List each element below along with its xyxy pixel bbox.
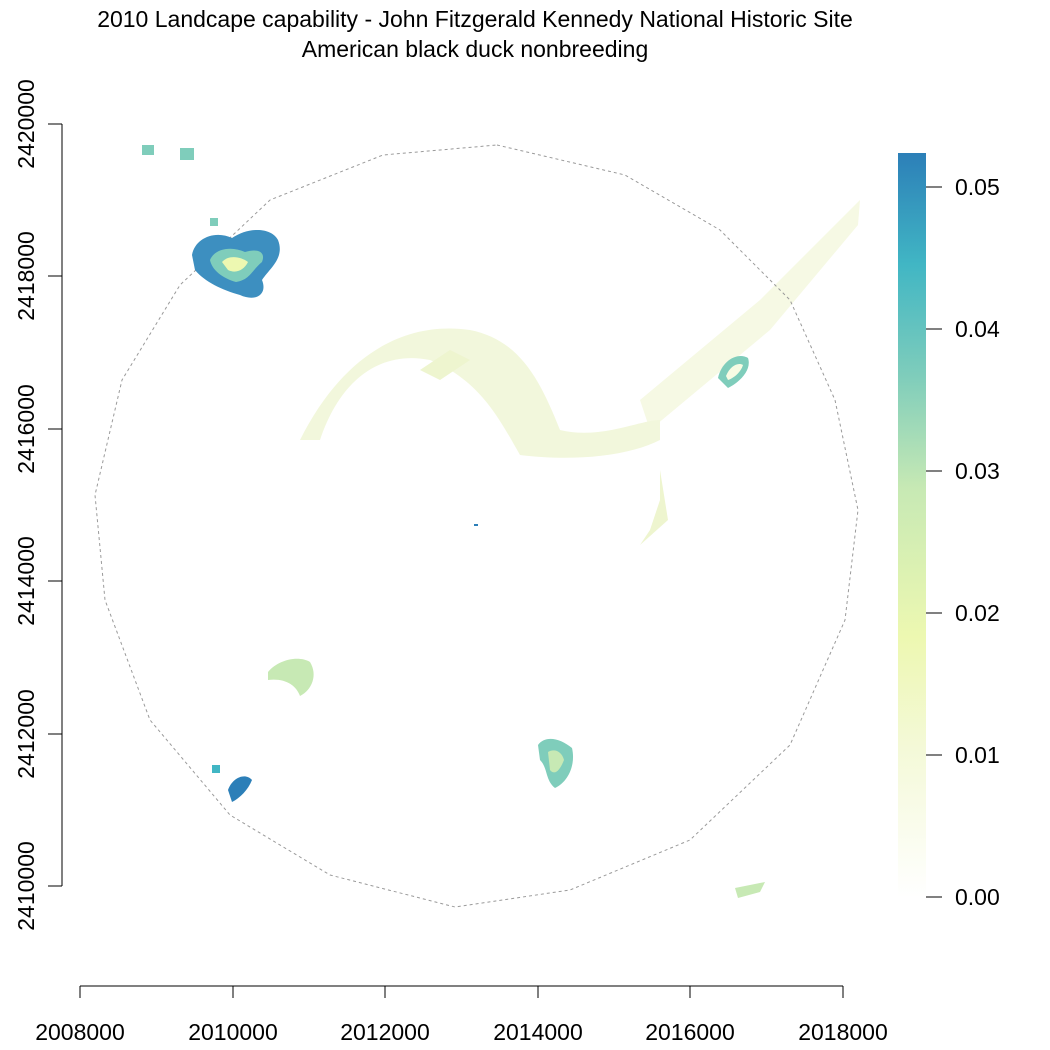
y-tick-label-2418000: 2418000 xyxy=(13,231,39,321)
x-tick-label-2008000: 2008000 xyxy=(35,1019,125,1045)
patch-nw-small-2 xyxy=(180,148,194,160)
legend-colorbar: 0.00 0.01 0.02 0.03 0.04 0.05 xyxy=(898,153,1000,910)
legend-label-0.04: 0.04 xyxy=(955,316,1000,342)
patch-sw-blue xyxy=(228,776,252,802)
legend-gradient xyxy=(898,153,926,898)
y-tick-label-2420000: 2420000 xyxy=(13,79,39,169)
patch-sw-mid xyxy=(268,658,314,696)
y-tick-label-2416000: 2416000 xyxy=(13,384,39,474)
x-tick-label-2012000: 2012000 xyxy=(340,1019,430,1045)
low-capability-areas xyxy=(300,200,860,545)
legend-label-0.01: 0.01 xyxy=(955,742,1000,768)
patch-sw-small xyxy=(212,765,220,773)
x-axis xyxy=(79,985,844,998)
x-tick-label-2010000: 2010000 xyxy=(188,1019,278,1045)
y-tick-label-2410000: 2410000 xyxy=(13,841,39,931)
y-tick-label-2412000: 2412000 xyxy=(13,689,39,779)
low-capability-patch-e xyxy=(640,470,668,545)
patch-center-dot xyxy=(474,524,478,526)
x-tick-label-2016000: 2016000 xyxy=(645,1019,735,1045)
legend-label-0.00: 0.00 xyxy=(955,884,1000,910)
y-tick-labels: 2420000 2418000 2416000 2414000 2412000 … xyxy=(13,79,39,931)
map-title-line-2: American black duck nonbreeding xyxy=(301,36,649,62)
low-capability-river xyxy=(300,328,660,458)
y-axis xyxy=(48,123,63,887)
patch-south-core xyxy=(548,750,564,773)
map-title-line-1: 2010 Landcape capability - John Fitzgera… xyxy=(97,6,853,32)
y-tick-label-2414000: 2414000 xyxy=(13,536,39,626)
capability-patches xyxy=(142,145,765,898)
x-tick-label-2018000: 2018000 xyxy=(798,1019,888,1045)
patch-nw-large-core xyxy=(222,257,248,272)
patch-nw-small-1 xyxy=(142,145,154,155)
legend-label-0.05: 0.05 xyxy=(955,174,1000,200)
x-tick-label-2014000: 2014000 xyxy=(493,1019,583,1045)
x-tick-labels: 2008000 2010000 2012000 2014000 2016000 … xyxy=(35,1019,888,1045)
low-capability-field-ne xyxy=(640,200,860,430)
patch-se xyxy=(735,882,765,898)
patch-nw-small-3 xyxy=(210,218,218,226)
patch-east-core xyxy=(726,364,743,380)
legend-label-0.03: 0.03 xyxy=(955,458,1000,484)
legend-label-0.02: 0.02 xyxy=(955,600,1000,626)
low-capability-patch-c xyxy=(420,350,470,380)
